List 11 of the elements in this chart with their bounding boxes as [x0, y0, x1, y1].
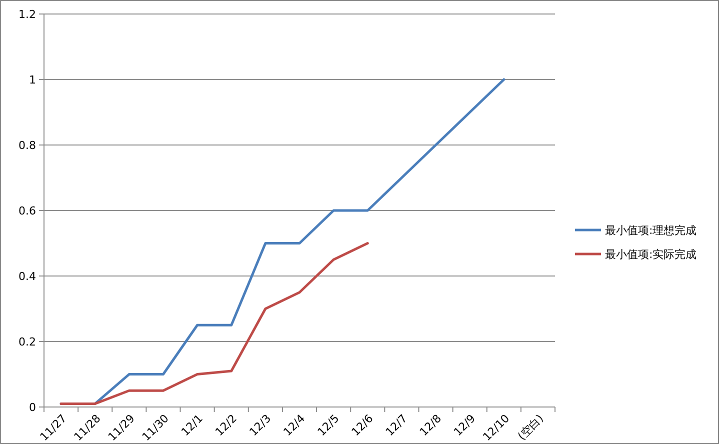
- y-tick-label: 0.6: [18, 204, 36, 218]
- y-tick-label: 0.8: [18, 139, 36, 152]
- line-series: [60, 242, 369, 405]
- y-tick-label: 1: [29, 74, 36, 86]
- y-tick-label: 1.2: [18, 8, 36, 21]
- y-tick-label: 0.2: [18, 336, 36, 348]
- x-tick-label: (空白): [515, 412, 546, 443]
- legend-label: 最小值项:理想完成: [605, 224, 697, 237]
- y-tick-label: 0.4: [18, 270, 36, 283]
- legend-label: 最小值项:实际完成: [605, 248, 697, 261]
- y-tick-label: 0: [29, 401, 36, 414]
